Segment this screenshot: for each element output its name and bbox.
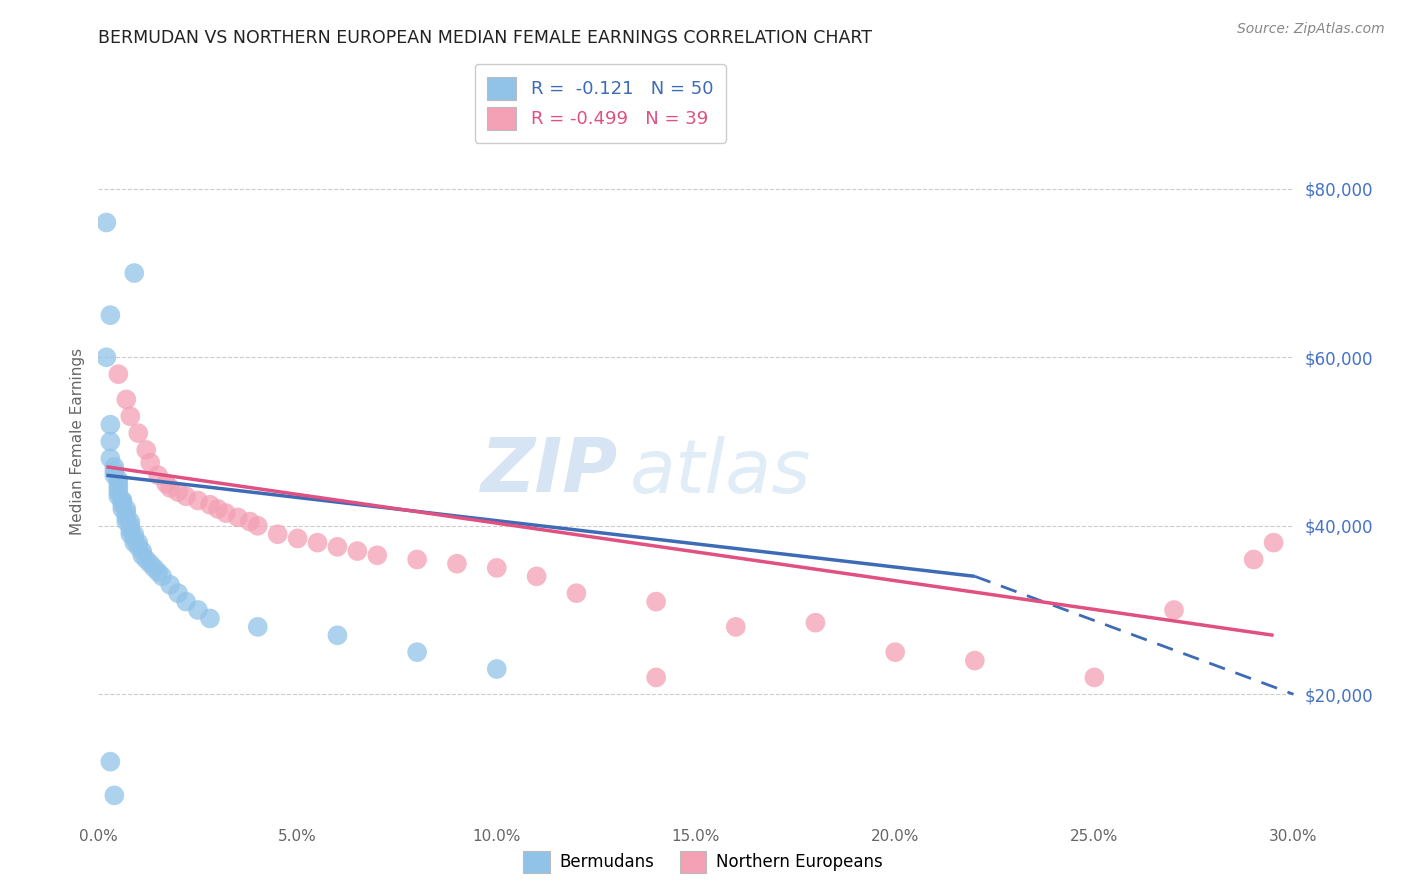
Point [115,515,138,529]
Point [187,603,209,617]
Point [239,515,262,529]
Point [645,594,668,608]
Point [127,535,149,549]
Point [98,308,122,322]
Point [167,586,190,600]
Point [1163,603,1185,617]
Legend: Bermudans, Northern Europeans: Bermudans, Northern Europeans [516,845,890,880]
Point [804,615,827,630]
Point [565,586,588,600]
Point [187,493,209,508]
Point [107,481,129,495]
Point [246,518,269,533]
Point [111,493,134,508]
Point [107,489,129,503]
Point [346,544,368,558]
Text: atlas: atlas [630,436,811,508]
Point [1083,670,1105,684]
Point [124,266,146,280]
Point [115,506,138,520]
Point [111,502,134,516]
Point [135,552,157,566]
Point [963,654,986,668]
Point [326,540,349,554]
Point [267,527,290,541]
Legend: R =  -0.121   N = 50, R = -0.499   N = 39: R = -0.121 N = 50, R = -0.499 N = 39 [475,64,725,143]
Point [107,476,129,491]
Point [139,456,162,470]
Point [120,523,142,537]
Point [485,561,508,575]
Point [1243,552,1265,566]
Point [326,628,349,642]
Point [120,409,142,424]
Text: Source: ZipAtlas.com: Source: ZipAtlas.com [1237,22,1385,37]
Point [287,532,309,546]
Point [150,569,173,583]
Point [98,451,122,466]
Text: BERMUDAN VS NORTHERN EUROPEAN MEDIAN FEMALE EARNINGS CORRELATION CHART: BERMUDAN VS NORTHERN EUROPEAN MEDIAN FEM… [98,29,872,47]
Point [526,569,548,583]
Point [406,552,429,566]
Point [124,532,146,546]
Point [115,502,138,516]
Y-axis label: Median Female Earnings: Median Female Earnings [69,348,84,535]
Point [96,215,118,229]
Point [139,557,162,571]
Point [174,489,197,503]
Point [1263,535,1285,549]
Point [148,565,170,579]
Point [98,755,122,769]
Point [103,468,125,483]
Point [96,351,118,365]
Point [107,485,129,500]
Point [107,472,129,486]
Point [645,670,668,684]
Point [131,544,153,558]
Point [120,527,142,541]
Text: ZIP: ZIP [481,435,619,508]
Point [215,506,238,520]
Point [159,481,181,495]
Point [198,611,221,625]
Point [120,518,142,533]
Point [366,548,388,563]
Point [143,561,166,575]
Point [103,459,125,474]
Point [884,645,907,659]
Point [307,535,329,549]
Point [226,510,249,524]
Point [159,578,181,592]
Point [115,392,138,407]
Point [127,426,149,441]
Point [131,548,153,563]
Point [485,662,508,676]
Point [124,535,146,549]
Point [111,498,134,512]
Point [198,498,221,512]
Point [155,476,177,491]
Point [174,594,197,608]
Point [124,527,146,541]
Point [107,367,129,381]
Point [135,442,157,457]
Point [111,493,134,508]
Point [406,645,429,659]
Point [167,485,190,500]
Point [115,510,138,524]
Point [446,557,468,571]
Point [207,502,229,516]
Point [120,515,142,529]
Point [724,620,747,634]
Point [127,540,149,554]
Point [148,468,170,483]
Point [103,464,125,478]
Point [246,620,269,634]
Point [98,434,122,449]
Point [103,789,125,803]
Point [98,417,122,432]
